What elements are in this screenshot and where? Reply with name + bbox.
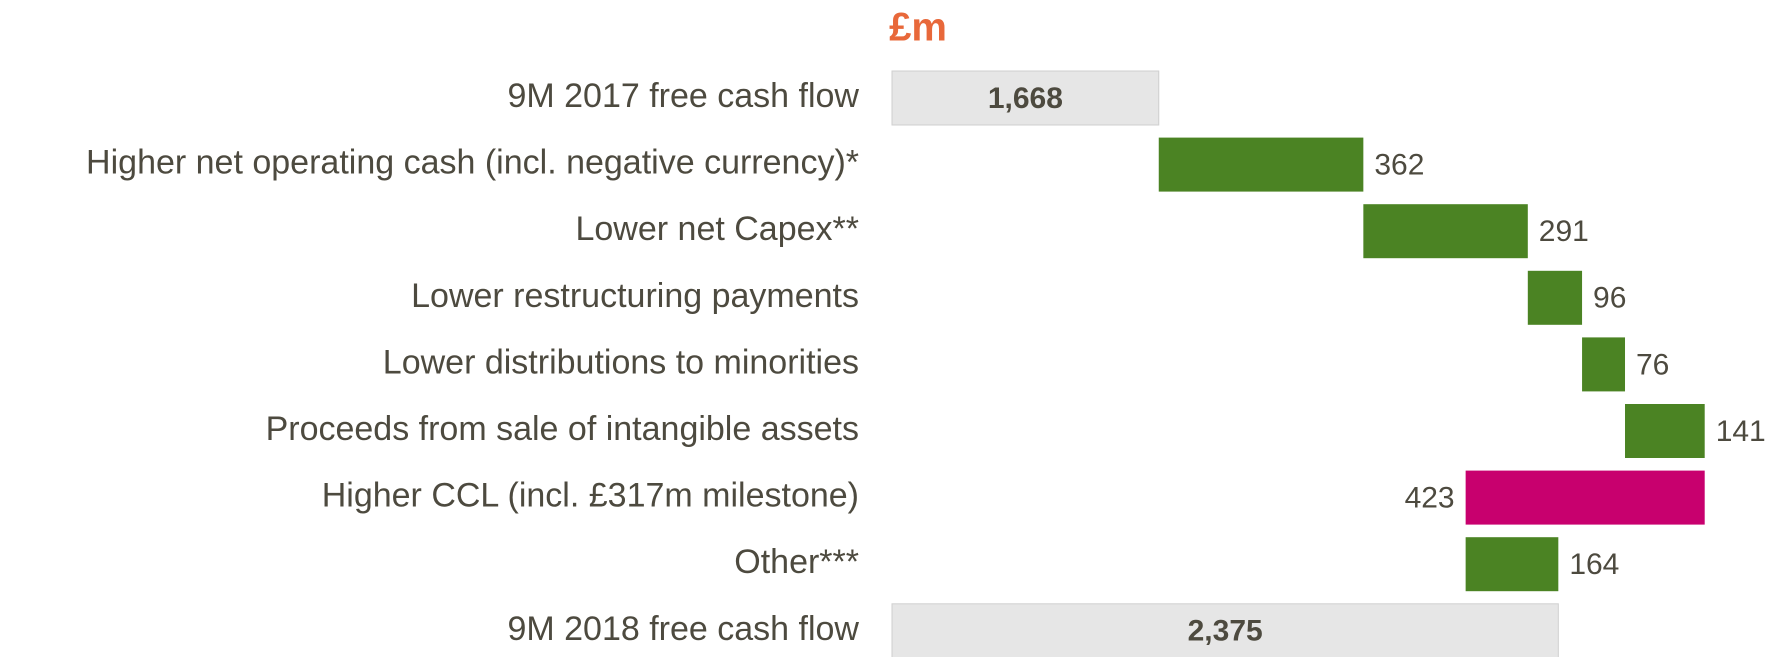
value-label: 96: [1593, 282, 1626, 315]
value-label: 362: [1374, 149, 1424, 182]
category-label: Proceeds from sale of intangible assets: [266, 410, 859, 448]
value-label: 76: [1636, 348, 1669, 381]
delta-bar: [1465, 470, 1705, 525]
total-bar: [891, 70, 1160, 126]
value-label: 291: [1539, 215, 1589, 248]
category-label: Higher CCL (incl. £317m milestone): [322, 477, 859, 515]
value-label: 1,668: [988, 82, 1063, 115]
total-bar: [891, 603, 1559, 657]
delta-bar: [1363, 204, 1528, 259]
category-label: Lower distributions to minorities: [383, 343, 859, 381]
value-label: 141: [1716, 415, 1766, 448]
delta-bar: [1527, 270, 1583, 325]
category-label: 9M 2017 free cash flow: [507, 77, 859, 115]
value-label: 423: [1405, 482, 1455, 515]
category-label: Higher net operating cash (incl. negativ…: [86, 144, 859, 182]
value-label: 2,375: [1188, 615, 1263, 648]
category-label: Other***: [734, 543, 859, 581]
chart-title: £m: [889, 6, 947, 50]
value-label: 164: [1569, 548, 1619, 581]
delta-bar: [1625, 404, 1705, 458]
delta-bar: [1158, 137, 1364, 192]
category-label: 9M 2018 free cash flow: [507, 610, 859, 648]
category-label: Lower restructuring payments: [411, 277, 859, 315]
delta-bar: [1465, 537, 1559, 592]
category-label: Lower net Capex**: [575, 210, 859, 248]
delta-bar: [1582, 337, 1626, 392]
